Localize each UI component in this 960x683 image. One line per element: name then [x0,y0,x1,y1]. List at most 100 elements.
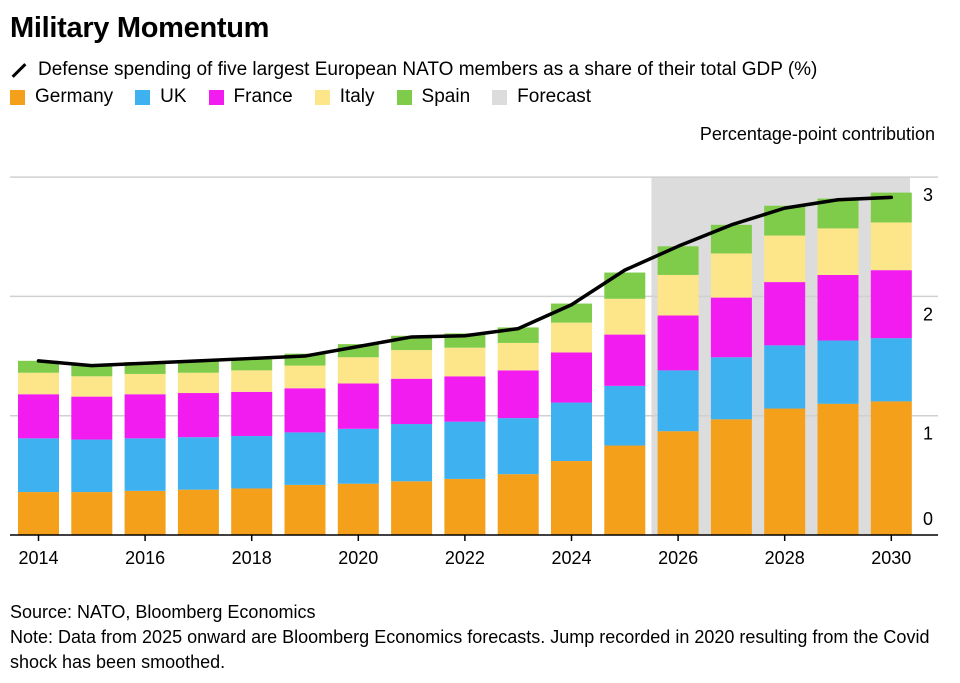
total-defense-spending-line [36,195,894,368]
chart-subtitle: Defense spending of five largest Europea… [10,59,817,81]
bar-italy-2018 [231,370,273,392]
bar-uk-2015 [71,439,113,493]
y-tick-label-3: 3 [923,185,933,205]
bar-uk-2023 [497,418,539,475]
bar-germany-2019 [284,484,326,535]
bar-france-2015 [71,396,113,440]
bar-france-2030 [870,270,912,339]
bar-italy-2017 [177,372,219,394]
bar-germany-2026 [657,431,699,535]
bar-france-2023 [497,370,539,419]
legend-label-italy: Italy [339,86,375,107]
bar-uk-2017 [177,437,219,490]
bar-spain-2025 [604,272,646,299]
bar-germany-2015 [71,492,113,535]
legend-swatch-forecast [492,89,508,105]
bar-spain-2019 [284,353,326,366]
bar-france-2028 [764,282,806,346]
bar-france-2027 [710,297,752,358]
bar-italy-2029 [817,228,859,275]
legend-label-france: France [233,86,293,107]
bar-italy-2021 [391,350,433,379]
bar-germany-2018 [231,488,273,535]
bar-italy-2019 [284,365,326,389]
bar-uk-2020 [337,428,379,484]
bar-italy-2025 [604,298,646,335]
bar-uk-2028 [764,345,806,409]
x-tick-label-2024: 2024 [551,548,591,568]
legend: Germany UK France Italy Spain Forecast [10,86,613,108]
bar-uk-2030 [870,338,912,402]
y-tick-label-1: 1 [923,424,933,444]
bar-uk-2016 [124,438,166,491]
bar-uk-2014 [18,438,59,493]
bar-uk-2025 [604,385,646,446]
bar-germany-2030 [870,401,912,535]
bar-spain-2017 [177,360,219,373]
legend-label-uk: UK [160,86,187,107]
bar-uk-2027 [710,357,752,420]
bar-uk-2018 [231,435,273,489]
x-tick-label-2020: 2020 [338,548,378,568]
bar-spain-2016 [124,362,166,374]
bar-germany-2020 [337,483,379,535]
bar-france-2020 [337,383,379,429]
bar-france-2014 [18,394,59,439]
bar-italy-2027 [710,253,752,298]
y-tick-label-0: 0 [923,509,933,529]
legend-swatch-uk [135,89,151,105]
x-tick-label-2022: 2022 [445,548,485,568]
bar-france-2021 [391,378,433,425]
bar-germany-2024 [551,461,592,535]
bar-germany-2017 [177,489,219,535]
legend-item-italy: Italy [314,86,375,108]
bar-italy-2026 [657,274,699,316]
legend-swatch-france [208,89,224,105]
bar-uk-2019 [284,432,326,485]
bar-france-2018 [231,391,273,436]
bar-uk-2022 [444,421,486,479]
bar-italy-2020 [337,357,379,384]
legend-item-uk: UK [135,86,187,108]
bar-france-2026 [657,315,699,371]
legend-item-france: France [208,86,293,108]
bar-germany-2022 [444,478,486,535]
legend-item-spain: Spain [396,86,470,108]
legend-swatch-germany [10,89,25,105]
bar-spain-2018 [231,358,273,371]
bar-italy-2028 [764,235,806,283]
bar-spain-2015 [71,364,113,377]
x-tick-label-2026: 2026 [658,548,698,568]
bar-france-2017 [177,393,219,438]
source-note: Source: NATO, Bloomberg Economics [10,602,316,622]
bar-spain-2026 [657,246,699,275]
chart-footer: Source: NATO, Bloomberg Economics Note: … [10,600,930,675]
total-line-key-icon [11,62,27,78]
legend-item-forecast: Forecast [492,86,591,108]
bar-uk-2026 [657,370,699,432]
bar-france-2029 [817,274,859,341]
stacked-bar-chart: 0 1 2 3 2014 2016 2018 2020 2022 2024 2026 2028 2030 [10,176,938,568]
bar-spain-2028 [764,205,806,236]
x-tick-label-2030: 2030 [871,548,911,568]
subtitle-text: Defense spending of five largest Europea… [38,59,818,80]
bar-germany-2025 [604,445,646,535]
bar-france-2016 [124,394,166,439]
bar-italy-2016 [124,373,166,395]
bar-germany-2014 [18,492,59,535]
legend-swatch-italy [314,89,330,105]
bar-france-2019 [284,388,326,433]
legend-item-germany: Germany [10,86,113,108]
bar-france-2022 [444,376,486,422]
bar-italy-2023 [497,342,539,371]
bar-italy-2015 [71,376,113,397]
methodology-note: Note: Data from 2025 onward are Bloomber… [10,627,935,672]
chart-title: Military Momentum [10,12,270,44]
bar-italy-2030 [870,222,912,271]
y-tick-label-2: 2 [923,304,933,324]
bar-germany-2027 [710,419,752,535]
x-tick-label-2028: 2028 [765,548,805,568]
x-tick-label-2018: 2018 [232,548,272,568]
bar-italy-2024 [551,322,592,353]
bar-spain-2014 [18,360,59,373]
